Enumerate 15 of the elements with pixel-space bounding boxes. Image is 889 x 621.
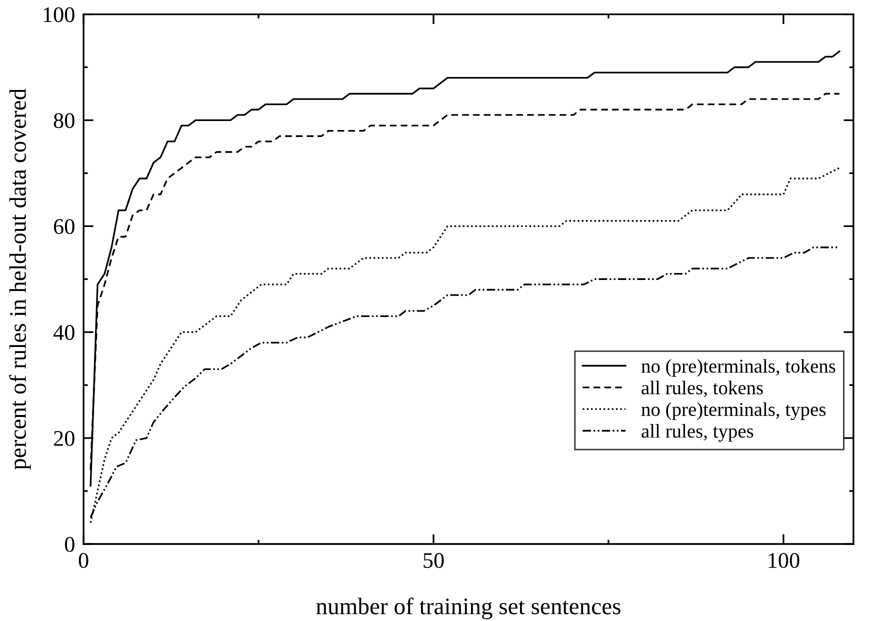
y-tick-label: 100 bbox=[44, 7, 74, 22]
y-tick-label: 0 bbox=[64, 536, 74, 552]
legend-label: no (pre)terminals, tokens bbox=[641, 359, 836, 377]
legend-label: all rules, tokens bbox=[642, 380, 763, 398]
y-tick-label: 80 bbox=[54, 113, 74, 128]
legend-label: all rules, types bbox=[642, 424, 754, 442]
x-axis-title: number of training set sentences bbox=[316, 597, 620, 620]
y-tick-label: 60 bbox=[54, 219, 74, 234]
x-tick-label: 0 bbox=[78, 552, 88, 568]
y-tick-label: 20 bbox=[54, 430, 74, 446]
y-axis-title: percent of rules in held-out data covered bbox=[9, 88, 31, 470]
x-tick-label: 100 bbox=[768, 552, 800, 568]
y-tick-label: 40 bbox=[53, 325, 74, 340]
legend-label: no (pre)terminals, types bbox=[641, 402, 826, 420]
x-tick-label: 50 bbox=[424, 552, 444, 568]
